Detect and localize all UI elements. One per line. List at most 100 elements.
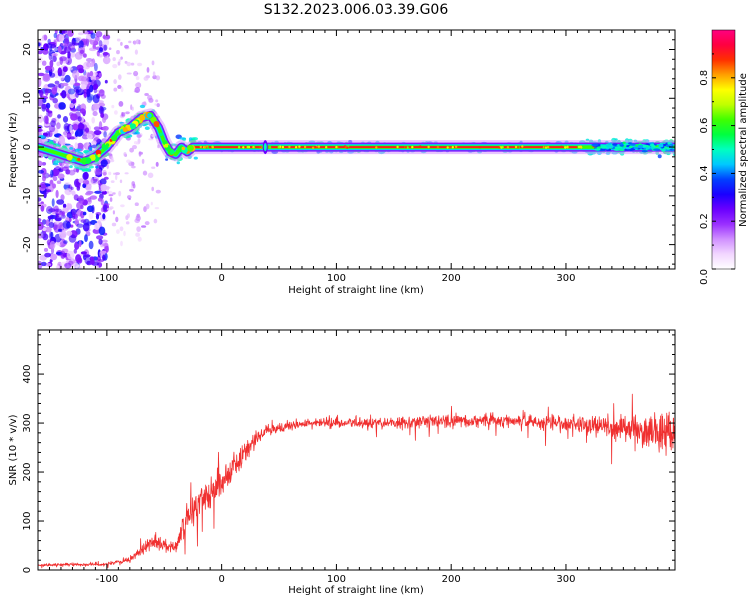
- spectrogram-cell: [112, 57, 116, 62]
- spectrogram-cell: [89, 84, 94, 93]
- spectrogram-cell: [38, 114, 44, 124]
- x-tick-label: 100: [327, 273, 346, 284]
- spectrogram-cell: [49, 240, 56, 250]
- spectrogram-cell: [98, 102, 106, 107]
- spectrogram-cell: [90, 75, 95, 81]
- spectrogram-cell: [69, 165, 73, 169]
- spectrogram-cell: [116, 229, 120, 235]
- spectrogram-cell: [155, 99, 159, 103]
- spectrogram-cell: [116, 38, 121, 42]
- spectrogram-cell: [148, 97, 154, 103]
- spectrogram-cell: [137, 236, 142, 242]
- spectrogram-cell: [80, 76, 89, 82]
- spectrogram-cell: [103, 44, 108, 51]
- spectrogram-cell: [118, 58, 122, 63]
- spectrogram-peak: [84, 157, 92, 165]
- spectrogram-cell: [117, 61, 121, 66]
- spectrogram-cell: [112, 210, 115, 215]
- spectrogram-cell: [88, 146, 93, 152]
- spectrogram-cell: [82, 168, 89, 172]
- spectrogram-cell: [135, 39, 140, 45]
- spectrogram-cell: [111, 222, 117, 227]
- spectrogram-peak: [82, 159, 86, 163]
- spectrogram-cell: [72, 123, 79, 131]
- spectrogram-cell: [38, 232, 44, 239]
- spectrogram-peak: [314, 145, 317, 149]
- spectrogram-cell: [131, 165, 136, 169]
- spectrogram-cell: [637, 145, 643, 148]
- spectrogram-cell: [60, 42, 68, 47]
- colorbar-frame: [711, 29, 736, 270]
- spectrogram-cell: [55, 189, 59, 199]
- x-tick-label: 100: [327, 574, 346, 585]
- spectrogram-cell: [58, 135, 66, 145]
- spectrogram-cell: [70, 108, 79, 112]
- spectrogram-cell: [52, 97, 58, 104]
- spectrogram-cell: [178, 137, 186, 140]
- spectrogram-peak: [514, 145, 518, 149]
- spectrogram-cell: [110, 156, 114, 161]
- spectrogram-cell: [193, 156, 198, 160]
- spectrogram-cell: [77, 32, 84, 36]
- spectrogram-cell: [88, 47, 97, 52]
- spectrogram-cell: [86, 58, 93, 62]
- spectrogram-cell: [103, 131, 107, 138]
- spectrogram-cell: [55, 213, 60, 218]
- spectrogram-cell: [135, 232, 141, 237]
- spectrogram-cell: [94, 222, 100, 230]
- spectrogram-cell: [126, 213, 130, 219]
- spectrogram-cell: [144, 221, 150, 226]
- spectrogram-cell: [141, 225, 147, 228]
- spectrogram-peak: [288, 145, 291, 149]
- spectrogram-cell: [141, 158, 145, 164]
- spectrogram-cell: [135, 76, 140, 81]
- spectrogram-cell: [86, 205, 94, 213]
- spectrogram-cell: [38, 42, 41, 47]
- spectrogram-cell: [89, 70, 94, 77]
- spectrogram-peak: [566, 146, 569, 149]
- spectrogram-cell: [60, 250, 66, 260]
- spectrogram-cell: [120, 204, 125, 208]
- colorbar-tick-label: 0.8: [699, 70, 710, 86]
- spectrogram-cell: [64, 181, 71, 185]
- spectrogram-cell: [78, 178, 85, 184]
- spectrogram-peak: [448, 146, 452, 149]
- spectrogram-cell: [121, 112, 124, 117]
- spectrogram-cell: [38, 197, 42, 202]
- spectrogram-cell: [79, 49, 85, 54]
- spectrogram-cell: [63, 240, 68, 244]
- spectrogram-cell: [43, 123, 50, 127]
- spectrogram-cell: [38, 50, 43, 55]
- spectrogram-cell: [114, 110, 118, 115]
- colorbar-axes: 0.0 0.2 0.4 0.6 0.8: [699, 29, 736, 285]
- spectrogram-peak: [203, 146, 207, 149]
- y-tick-label: 300: [22, 414, 33, 433]
- spectrogram-cell: [650, 143, 654, 146]
- spectrogram-cell: [56, 61, 61, 67]
- spectrogram-cell: [102, 243, 108, 247]
- spectrogram-cell: [662, 148, 666, 151]
- figure-title: S132.2023.006.03.39.G06: [264, 2, 449, 18]
- spectrogram-cell: [126, 159, 131, 164]
- spectrogram-cell: [129, 147, 135, 153]
- spectrogram-cell: [62, 131, 68, 137]
- y-tick-label: 10: [22, 92, 33, 105]
- spectrogram-cell: [57, 45, 62, 54]
- spectrogram-cell: [101, 239, 108, 243]
- spectrogram-cell: [119, 226, 124, 232]
- spectrogram-peak: [325, 146, 328, 149]
- spectrogram-cell: [100, 107, 105, 115]
- spectrogram-peak: [181, 146, 186, 151]
- spectrogram-cell: [62, 116, 69, 123]
- spectrogram-cell: [126, 61, 132, 67]
- spectrogram-peak: [147, 113, 152, 118]
- spectrogram-cell: [152, 71, 156, 77]
- spectrogram-peak: [344, 145, 347, 149]
- spectrogram-cell: [67, 51, 71, 59]
- spectrogram-cell: [106, 164, 109, 169]
- spectrogram-peak: [454, 145, 458, 148]
- spectrogram-cell: [56, 122, 61, 130]
- x-tick-label: -100: [96, 574, 119, 585]
- y-tick-label: 200: [22, 462, 33, 481]
- colorbar-label: Normalized spectral amplitude: [738, 73, 749, 227]
